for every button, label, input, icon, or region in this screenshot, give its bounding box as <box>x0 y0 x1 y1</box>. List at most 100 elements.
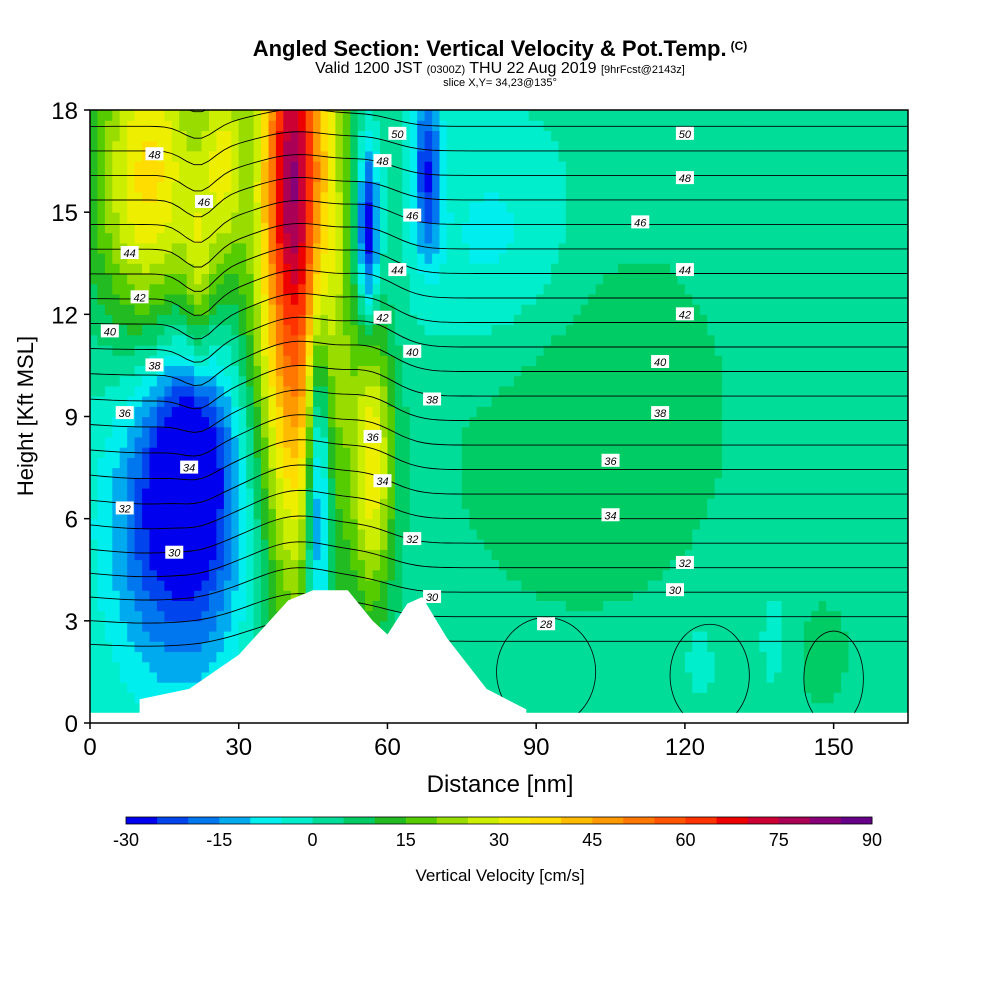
field-cell <box>231 559 240 571</box>
field-cell <box>603 651 612 663</box>
field-cell <box>432 580 441 591</box>
field-cell <box>209 416 217 428</box>
field-cell <box>357 467 366 479</box>
field-cell <box>595 406 604 418</box>
field-cell <box>551 130 560 142</box>
field-cell <box>476 212 485 223</box>
field-cell <box>253 161 262 172</box>
field-cell <box>394 457 403 469</box>
field-cell <box>439 600 448 612</box>
field-cell <box>476 569 485 581</box>
field-cell <box>521 396 530 407</box>
field-cell <box>97 651 106 663</box>
field-cell <box>461 467 470 479</box>
field-cell <box>209 293 217 305</box>
field-cell <box>238 334 247 346</box>
field-cell <box>662 201 671 213</box>
field-cell <box>565 426 574 438</box>
field-cell <box>699 314 708 326</box>
field-cell <box>290 314 299 326</box>
field-cell <box>551 631 560 642</box>
field-cell <box>357 569 366 581</box>
field-cell <box>238 488 247 499</box>
field-cell <box>618 580 626 591</box>
field-cell <box>670 528 678 540</box>
field-cell <box>432 508 441 520</box>
field-cell <box>573 385 582 397</box>
field-cell <box>313 467 322 479</box>
field-cell <box>216 559 225 571</box>
field-cell <box>179 396 188 407</box>
field-cell <box>90 314 98 326</box>
field-cell <box>275 273 284 285</box>
field-cell <box>603 253 612 264</box>
field-cell <box>536 457 545 469</box>
field-cell <box>209 304 217 315</box>
field-cell <box>595 396 604 407</box>
field-cell <box>580 600 589 612</box>
field-cell <box>499 324 507 336</box>
field-cell <box>142 631 151 642</box>
field-cell <box>491 191 500 203</box>
field-cell <box>231 150 240 162</box>
field-cell <box>595 671 604 683</box>
field-cell <box>461 559 470 571</box>
field-cell <box>499 396 507 407</box>
field-cell <box>164 232 173 244</box>
field-cell <box>454 528 463 540</box>
field-cell <box>142 661 151 673</box>
field-cell <box>186 191 195 203</box>
field-cell <box>610 171 619 183</box>
field-cell <box>632 457 641 469</box>
field-cell <box>335 222 344 234</box>
field-cell <box>156 549 165 561</box>
field-cell <box>402 580 411 591</box>
field-cell <box>216 580 225 591</box>
field-cell <box>305 201 314 213</box>
field-cell <box>446 416 455 428</box>
field-cell <box>127 600 136 612</box>
field-cell <box>134 549 143 561</box>
field-cell <box>551 304 560 315</box>
field-cell <box>201 181 210 193</box>
field-cell <box>491 416 500 428</box>
field-cell <box>409 283 418 295</box>
field-cell <box>97 120 106 131</box>
field-cell <box>640 334 649 346</box>
field-cell <box>231 212 240 223</box>
field-cell <box>261 610 269 622</box>
field-cell <box>692 232 701 244</box>
field-cell <box>164 253 173 264</box>
field-cell <box>216 181 225 193</box>
field-cell <box>528 385 537 397</box>
field-cell <box>186 293 195 305</box>
field-cell <box>142 528 151 540</box>
field-cell <box>231 222 240 234</box>
field-cell <box>476 334 485 346</box>
field-cell <box>246 232 255 244</box>
field-cell <box>156 569 165 581</box>
field-cell <box>513 651 522 663</box>
field-cell <box>365 140 374 152</box>
field-cell <box>387 406 396 418</box>
field-cell <box>342 345 351 356</box>
field-cell <box>603 528 612 540</box>
field-cell <box>305 232 314 244</box>
field-cell <box>320 365 329 377</box>
field-cell <box>655 610 664 622</box>
field-cell <box>209 171 217 183</box>
field-cell <box>506 293 515 305</box>
field-cell <box>699 569 708 581</box>
field-cell <box>313 508 322 520</box>
field-cell <box>610 222 619 234</box>
field-cell <box>513 498 522 509</box>
field-cell <box>692 365 701 377</box>
field-cell <box>558 610 567 622</box>
field-cell <box>90 140 98 152</box>
field-cell <box>625 590 634 601</box>
field-cell <box>119 171 128 183</box>
field-cell <box>402 590 411 601</box>
field-cell <box>461 293 470 305</box>
field-cell <box>588 120 597 131</box>
field-cell <box>491 110 500 121</box>
